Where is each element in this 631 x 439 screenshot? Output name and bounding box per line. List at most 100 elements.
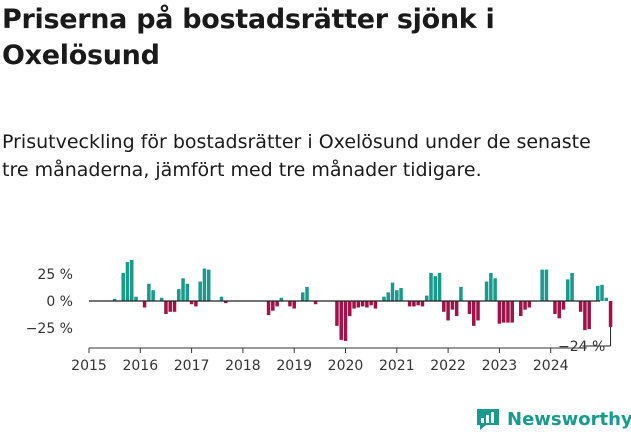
bar xyxy=(519,301,523,317)
chart-title: Priserna på bostadsrätter sjönk i Oxelös… xyxy=(2,4,495,71)
bar xyxy=(177,289,181,301)
bar xyxy=(570,272,574,301)
bar xyxy=(369,301,373,306)
bar xyxy=(506,301,510,323)
x-tick-label: 2015 xyxy=(71,358,107,374)
chart-subtitle: Prisutveckling för bostadsrätter i Oxelö… xyxy=(2,131,591,181)
bar xyxy=(172,301,177,312)
bar xyxy=(151,290,155,301)
bar xyxy=(399,288,403,301)
bar xyxy=(587,301,591,330)
bar xyxy=(386,292,391,301)
bar xyxy=(450,301,455,310)
bar xyxy=(501,301,506,323)
bar xyxy=(360,301,365,307)
bar xyxy=(219,296,224,301)
bar xyxy=(168,301,172,312)
bar xyxy=(489,272,493,301)
bar xyxy=(142,301,147,308)
bar xyxy=(437,272,442,301)
bar xyxy=(407,301,412,307)
bar xyxy=(202,268,207,301)
bar xyxy=(420,301,425,307)
bar xyxy=(279,297,284,301)
bar xyxy=(454,301,459,317)
bar xyxy=(266,301,271,316)
bar xyxy=(339,301,343,340)
bar xyxy=(557,301,562,319)
bar xyxy=(578,301,583,312)
bar xyxy=(181,278,185,301)
bar xyxy=(206,269,211,301)
x-tick-label: 2020 xyxy=(328,358,364,374)
bar xyxy=(343,301,348,341)
bar xyxy=(335,301,339,326)
bar xyxy=(185,283,190,301)
bar xyxy=(164,301,168,314)
bar xyxy=(424,295,429,301)
bar xyxy=(365,301,369,308)
bar xyxy=(313,301,318,305)
bar xyxy=(416,301,420,306)
bar xyxy=(348,301,352,317)
newsworthy-logo-icon xyxy=(477,409,499,430)
bar xyxy=(147,283,151,301)
x-tick-label: 2021 xyxy=(379,358,415,374)
bar xyxy=(540,269,544,301)
bar xyxy=(189,301,194,305)
bar xyxy=(412,301,416,307)
bar xyxy=(510,301,514,323)
bar xyxy=(356,301,361,308)
bar xyxy=(497,301,502,324)
bar xyxy=(121,272,125,301)
bar xyxy=(476,301,480,321)
bar xyxy=(395,290,399,301)
x-tick-label: 2017 xyxy=(174,358,210,374)
bar xyxy=(442,301,446,312)
bar xyxy=(198,281,202,301)
bar xyxy=(566,279,570,301)
bar xyxy=(292,301,296,309)
x-tick-label: 2023 xyxy=(482,358,518,374)
y-tick-label: −25 % xyxy=(26,321,73,337)
bar xyxy=(433,276,438,301)
bar xyxy=(112,298,117,301)
bar xyxy=(305,286,309,301)
bar-chart: 25 % 0 % −25 % 2015 2016 2017 2018 2019 2020 2021… xyxy=(26,259,613,374)
bar xyxy=(275,301,279,307)
bar xyxy=(459,286,463,301)
bar xyxy=(429,272,433,301)
bar xyxy=(467,301,472,314)
bar xyxy=(595,285,600,301)
x-tick-label: 2016 xyxy=(122,358,158,374)
bar xyxy=(125,262,130,301)
bar xyxy=(446,301,450,321)
bar xyxy=(224,301,228,304)
bar xyxy=(493,278,497,301)
bar xyxy=(544,269,549,301)
y-tick-label: 25 % xyxy=(37,267,73,283)
bar xyxy=(301,292,305,301)
bar xyxy=(484,281,489,301)
newsworthy-brand: Newsworthy xyxy=(475,406,631,432)
bar xyxy=(271,301,275,311)
bar xyxy=(553,301,557,314)
bar xyxy=(608,301,613,327)
x-tick-label: 2019 xyxy=(276,358,312,374)
bar xyxy=(288,301,292,307)
bar xyxy=(130,259,134,301)
bar xyxy=(382,296,386,301)
bar xyxy=(527,301,532,308)
bar xyxy=(134,296,138,301)
bar xyxy=(472,301,476,326)
bar xyxy=(194,301,198,307)
bar xyxy=(600,284,604,301)
bar xyxy=(561,301,566,310)
last-value-label: −24 % xyxy=(558,339,605,355)
x-tick-label: 2018 xyxy=(225,358,261,374)
bar xyxy=(583,301,587,331)
x-tick-label: 2022 xyxy=(430,358,466,374)
bar xyxy=(352,301,356,309)
bar xyxy=(604,297,609,301)
bar xyxy=(373,301,378,309)
